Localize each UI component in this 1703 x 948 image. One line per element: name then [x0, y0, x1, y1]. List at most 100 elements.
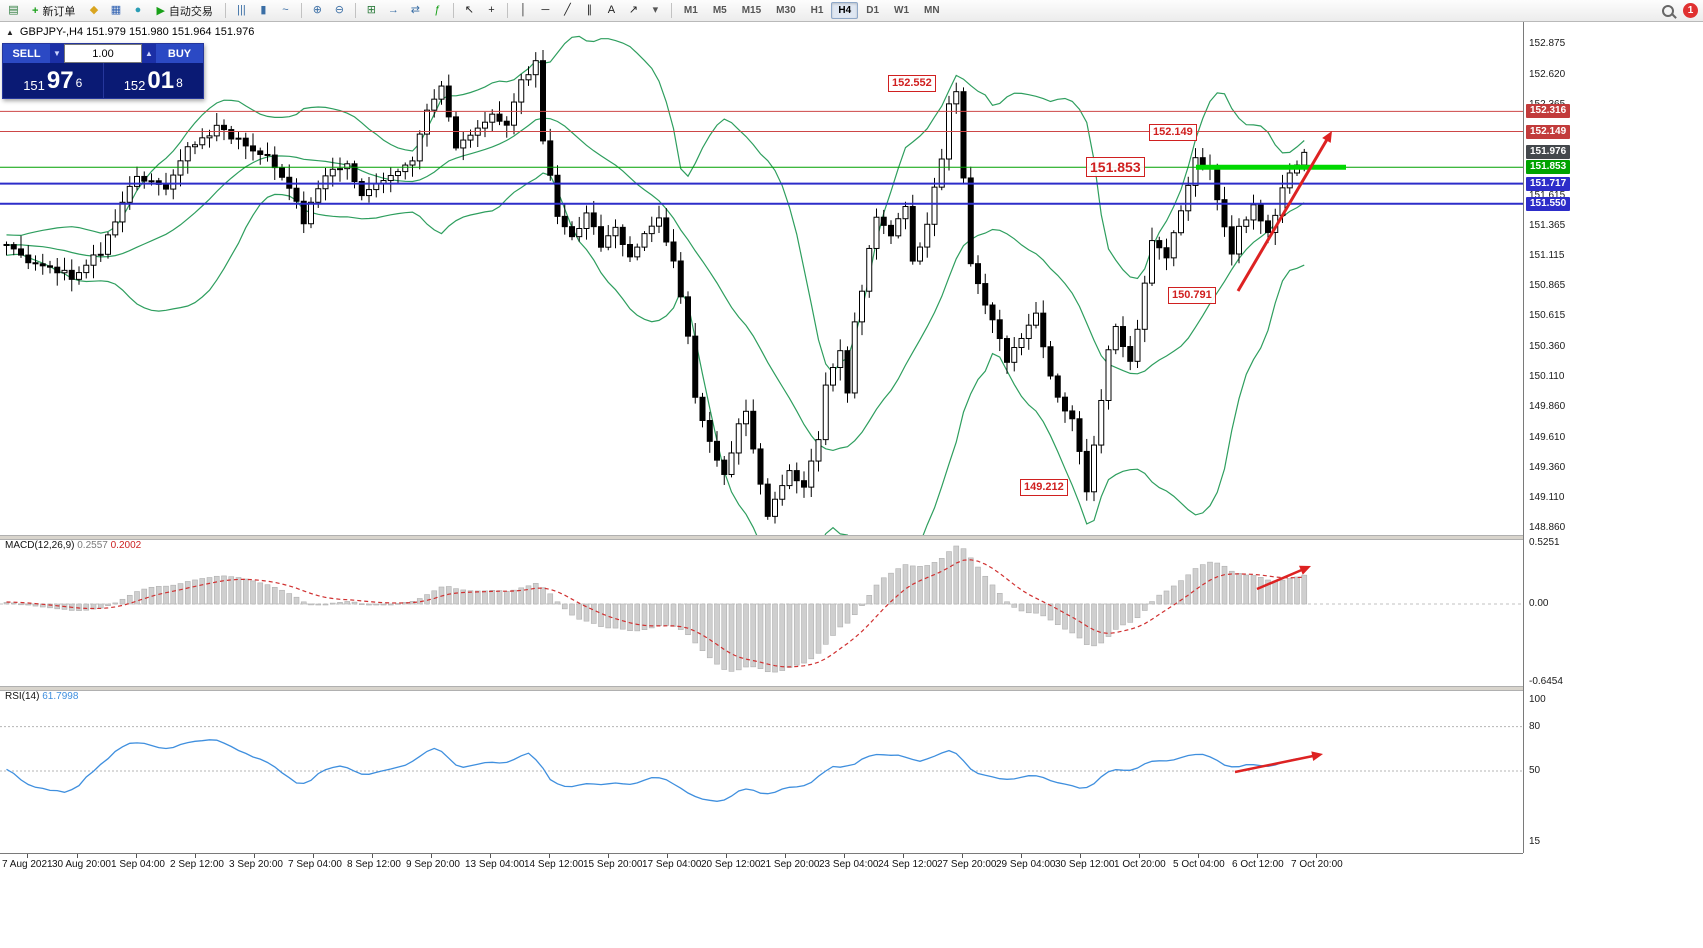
price-axis[interactable]: 152.875152.620152.365151.615151.365151.1…: [1523, 22, 1703, 853]
time-tick: [726, 854, 727, 858]
equidistant-channel-icon[interactable]: ∥: [586, 4, 593, 16]
price-line-badge: 151.853: [1526, 160, 1571, 174]
date-label: 7 Oct 20:00: [1291, 859, 1343, 870]
date-label: 5 Oct 04:00: [1173, 859, 1225, 870]
timeframe-h1[interactable]: H1: [810, 5, 824, 16]
line-chart-icon[interactable]: ~: [282, 4, 289, 16]
rsi-panel[interactable]: RSI(14) 61.7998: [0, 689, 1523, 853]
timeframe-w1[interactable]: W1: [894, 5, 910, 16]
price-tick-label: 152.620: [1529, 69, 1566, 80]
time-tick: [903, 854, 904, 858]
buy-price-point: 8: [176, 75, 183, 90]
time-tick: [608, 854, 609, 858]
price-annotation[interactable]: 152.149: [1149, 124, 1197, 141]
price-annotation[interactable]: 150.791: [1168, 287, 1216, 304]
time-axis[interactable]: 7 Aug 2021 30 Aug 20:00 1 Sep 04:00 2 Sep 1…: [0, 853, 1523, 874]
timeframe-m30[interactable]: M30: [776, 5, 796, 16]
panel-separator[interactable]: [0, 686, 1703, 691]
buy-button[interactable]: BUY: [156, 44, 203, 63]
vertical-line-icon[interactable]: │: [519, 4, 527, 16]
chart-shift-icon[interactable]: ⇄: [410, 4, 421, 16]
sell-price-pips: 97: [46, 67, 74, 94]
arrow-objects-icon[interactable]: ↗: [628, 4, 639, 16]
candlestick-series: [3, 50, 1308, 524]
horizontal-line-icon[interactable]: ─: [541, 4, 550, 16]
buy-price-pips: 01: [147, 67, 175, 94]
market-watch-icon[interactable]: ▦: [110, 4, 122, 16]
time-tick: [27, 854, 28, 858]
collapse-quote-panel-icon[interactable]: ▲: [6, 27, 14, 37]
price-tick-label: 150.615: [1529, 310, 1566, 321]
zoom-in-icon[interactable]: ⊕: [312, 4, 323, 16]
price-tick-label: 150.360: [1529, 341, 1566, 352]
horizontal-level-lines[interactable]: [0, 110, 1523, 205]
macd-canvas[interactable]: [0, 538, 1523, 686]
volume-decrease-button[interactable]: ▼: [50, 44, 64, 63]
timeframe-m5[interactable]: M5: [712, 5, 727, 16]
algo-trading-button[interactable]: ▶ 自动交易: [149, 2, 219, 20]
timeframe-h4[interactable]: H4: [831, 2, 859, 19]
macd-panel[interactable]: MACD(12,26,9) 0.2557 0.2002: [0, 538, 1523, 686]
rsi-value: 61.7998: [42, 691, 79, 702]
sell-price[interactable]: 151 97 6: [3, 63, 103, 98]
price-tick-label: 151.115: [1529, 250, 1565, 261]
date-label: 27 Sep 20:00: [937, 859, 997, 870]
timeframe-mn[interactable]: MN: [924, 5, 940, 16]
timeframe-m1[interactable]: M1: [683, 5, 698, 16]
sell-button[interactable]: SELL: [3, 44, 50, 63]
search-icon[interactable]: [1657, 2, 1678, 20]
indicators-icon[interactable]: ƒ: [434, 4, 441, 16]
profiles-icon[interactable]: ◆: [89, 4, 99, 16]
indicator-axis-label: 0.5251: [1529, 537, 1560, 548]
trend-arrow[interactable]: [1236, 131, 1332, 292]
indicator-axis-label: 100: [1529, 694, 1546, 705]
date-label: 23 Sep 04:00: [819, 859, 879, 870]
text-label-icon[interactable]: A: [607, 4, 616, 16]
tile-windows-icon[interactable]: ⊞: [366, 4, 377, 16]
buy-price[interactable]: 152 01 8: [104, 63, 204, 98]
toolbar-separator: [224, 3, 226, 18]
time-tick: [254, 854, 255, 858]
date-label: 30 Aug 20:00: [52, 859, 111, 870]
time-tick: [1080, 854, 1081, 858]
timeframe-d1[interactable]: D1: [866, 5, 880, 16]
price-chart-canvas[interactable]: [0, 22, 1523, 591]
time-tick: [1316, 854, 1317, 858]
bollinger-bands: [6, 35, 1305, 591]
zoom-out-icon[interactable]: ⊖: [334, 4, 345, 16]
new-chart-icon[interactable]: ▤: [8, 4, 19, 16]
rsi-canvas[interactable]: [0, 689, 1523, 853]
bars-chart-icon[interactable]: |||: [237, 4, 246, 16]
price-annotation[interactable]: 151.853: [1086, 157, 1145, 177]
cursor-icon[interactable]: ↖: [464, 4, 475, 16]
time-tick: [431, 854, 432, 858]
rsi-trend-arrow[interactable]: [1234, 751, 1323, 774]
panel-separator[interactable]: [0, 535, 1703, 540]
price-tick-label: 149.360: [1529, 462, 1566, 473]
time-tick: [195, 854, 196, 858]
rsi-line: [6, 739, 1305, 802]
dropdown-arrow-icon[interactable]: ▾: [652, 4, 659, 16]
volume-increase-button[interactable]: ▲: [142, 44, 156, 63]
notifications-badge[interactable]: 1: [1683, 3, 1698, 18]
indicator-axis-label: 80: [1529, 721, 1541, 732]
macd-trend-arrow[interactable]: [1256, 565, 1311, 591]
toolbar-separator: [670, 3, 672, 18]
timeframe-m15[interactable]: M15: [741, 5, 762, 16]
auto-scroll-icon[interactable]: →: [387, 4, 399, 16]
rsi-label: RSI(14) 61.7998: [5, 691, 78, 702]
price-tick-label: 149.610: [1529, 432, 1566, 443]
date-label: 6 Oct 12:00: [1232, 859, 1284, 870]
crosshair-icon[interactable]: +: [488, 4, 495, 16]
trendline-icon[interactable]: ╱: [564, 4, 571, 16]
price-annotation[interactable]: 152.552: [888, 75, 936, 92]
main-chart-panel[interactable]: ▲ GBPJPY-,H4 151.979 151.980 151.964 151…: [0, 22, 1523, 591]
volume-input[interactable]: 1.00: [64, 44, 142, 63]
time-tick: [1257, 854, 1258, 858]
data-window-icon[interactable]: ●: [134, 4, 142, 16]
price-annotation[interactable]: 149.212: [1020, 479, 1068, 496]
new-order-button[interactable]: + 新订单: [25, 2, 82, 20]
candles-chart-icon[interactable]: ▮: [260, 4, 267, 16]
macd-signal-value: 0.2002: [110, 540, 142, 551]
price-tick-label: 151.615: [1529, 190, 1566, 201]
